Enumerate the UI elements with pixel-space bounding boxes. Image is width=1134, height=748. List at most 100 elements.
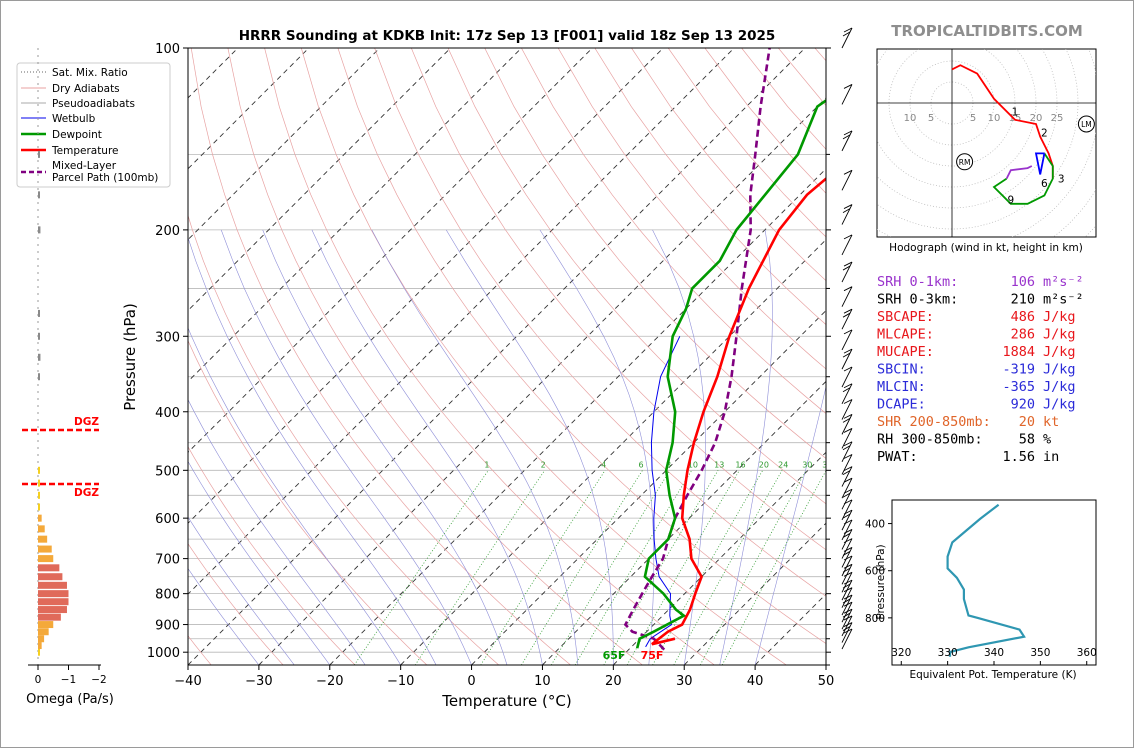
wind-barb-flag [842,598,851,604]
mixing-ratio-line [699,470,807,665]
index-value: -365 [1002,379,1035,395]
hodograph-height-label: 2 [1041,127,1048,139]
pseudoadiabat [539,229,655,665]
omega-bar [38,525,45,533]
omega-tick-label: −1 [61,674,76,686]
wetbulb-line [645,336,681,648]
wind-barb [841,628,853,650]
dry-adiabat [190,48,571,665]
dry-adiabat [188,543,284,665]
mixing-ratio-line [652,470,764,665]
wind-barb-flag [843,488,853,494]
wind-barb [841,329,853,351]
wind-barb-flag [842,567,851,573]
index-label: SBCIN: [877,362,926,378]
wind-barb [841,130,853,152]
omega-bar [38,226,41,234]
wind-barb [841,441,853,462]
index-value: 106 [1011,274,1035,290]
mixing-ratio-line [521,470,643,665]
isotherm [471,309,826,665]
wind-barb-flag [843,519,853,525]
wind-barb-flag [843,428,853,433]
y-tick-label: 500 [155,464,180,479]
dry-adiabat [447,48,826,505]
x-tick-label: 0 [467,674,475,689]
wind-barb [841,615,853,637]
wind-barb-flag [843,329,853,335]
omega-bar [38,621,54,629]
pseudoadiabat [188,399,366,665]
omega-bar [38,613,61,621]
wind-barb [841,622,853,643]
index-value: 58 [1019,432,1035,448]
hodograph-marker [1077,115,1095,133]
legend-label: Dewpoint [52,129,102,141]
wind-barb-flag [843,169,853,175]
theta-e-frame [891,499,1097,666]
legend-label: Wetbulb [52,113,96,125]
pseudoadiabat [220,229,472,665]
wind-barb [841,454,853,475]
wind-barb-flag [843,261,853,267]
wind-barb-flag [843,27,853,33]
pseudoadiabat [371,229,579,665]
indices-panel: SRH 0-1km: 106 m²s⁻² SRH 0-3km: 210 m²s⁻² SBCA… [877,274,1084,465]
index-unit: m²s⁻² [1043,292,1084,308]
dry-adiabat [374,48,826,597]
skewt-ylabel: Pressure (hPa) [121,303,139,411]
omega-bar [38,353,41,361]
index-value: 286 [1011,327,1035,343]
wind-barb-flag [843,348,853,354]
omega-bar [38,590,69,598]
pseudoadiabat [188,327,401,665]
wind-barb [841,564,853,585]
dgz-label: DGZ [74,487,99,499]
mixing-ratio-label: 2 [541,460,546,469]
x-tick-label: 10 [534,674,551,689]
pseudoadiabat [262,229,508,665]
dry-adiabat [521,48,826,414]
index-label: DCAPE: [877,397,926,413]
wind-barb-flag [843,571,853,577]
wind-barb [841,489,853,510]
wind-barb-flag [843,499,853,505]
wind-barb-flag [843,509,853,515]
hodograph-ring-label: 20 [1030,113,1043,124]
legend-label: Dry Adiabats [52,83,120,95]
wind-barb-flag [843,130,853,136]
wind-barb-flag [843,608,853,614]
dry-adiabat [410,48,826,551]
omega-bar [38,191,40,199]
x-tick-label: 50 [818,674,835,689]
omega-bar [38,491,40,499]
wind-barb-flag [843,308,853,314]
y-tick-label: 1000 [147,646,180,661]
dry-adiabat [557,48,826,370]
wind-barb-flag [842,352,851,358]
wind-barb-flag [843,555,853,561]
hodograph-trace-red [951,64,1054,179]
omega-bar [38,373,40,381]
surface-dewpoint-label: 65F [603,649,626,662]
wind-barb-flag [843,622,853,627]
x-tick-label: 40 [747,674,764,689]
dry-adiabat [264,48,715,665]
wind-barb [841,529,853,550]
index-label: MUCAPE: [877,344,934,360]
index-label: SRH 0-1km: [877,274,958,290]
theta-e-y-tick-label: 600 [865,566,885,578]
wind-barb-flag [843,579,853,585]
wind-barb-flag [842,513,851,519]
omega-bar [38,503,40,511]
hodograph-ring-label: 10 [988,113,1001,124]
pseudoadiabat [652,229,706,665]
mixing-ratio-label: 10 [688,460,698,469]
hodograph-caption: Hodograph (wind in kt, height in km) [889,242,1083,254]
index-value: 1884 [1002,344,1035,360]
omega-bar [38,573,63,581]
mixing-ratio-line [574,470,693,665]
wind-barb-flag [843,529,853,534]
hodograph-ring-label: 25 [1051,113,1064,124]
wind-barb-flag [843,587,853,593]
